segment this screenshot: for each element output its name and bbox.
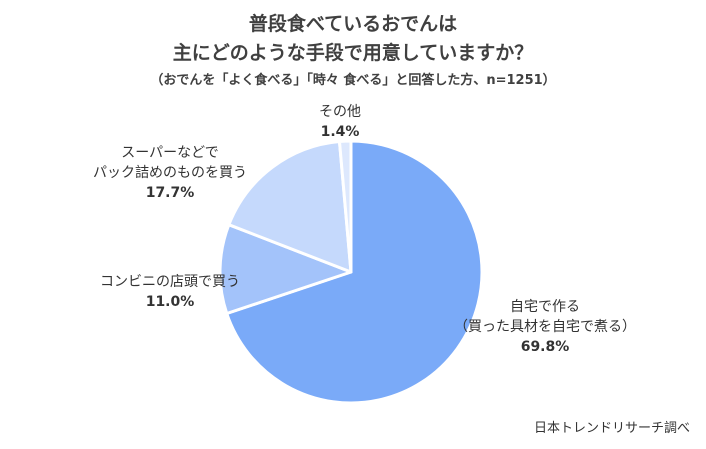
pie-slice-supermarket [227, 140, 353, 274]
slice-label-home-made: 自宅で作る （買った具材を自宅で煮る） 69.8% [430, 297, 660, 357]
slice-label-home-made-line-2: （買った具材を自宅で煮る） [454, 319, 636, 335]
slice-label-convenience-store-line-1: コンビニの店頭で買う [100, 274, 240, 290]
pie-slice-convenience-store [218, 223, 353, 315]
pie-slice-other [337, 139, 353, 274]
slice-label-home-made-line-1: 自宅で作る [510, 299, 580, 315]
slice-label-supermarket-line-2: パック詰めのものを買う [93, 165, 247, 181]
slice-value-supermarket: 17.7% [145, 185, 195, 201]
chart-title-line-1: 普段食べているおでんは [248, 13, 458, 35]
slice-label-supermarket: スーパーなどで パック詰めのものを買う 17.7% [70, 143, 270, 203]
slice-value-convenience-store: 11.0% [145, 294, 195, 310]
slice-value-home-made: 69.8% [520, 339, 570, 355]
pie-slice-home-made [225, 139, 484, 405]
chart-subtitle: （おでんを「よく食べる」「時々 食べる」と回答した方、n=1251） [150, 73, 556, 88]
chart-title-line-2: 主にどのような手段で用意していますか？ [172, 42, 534, 64]
slice-label-convenience-store: コンビニの店頭で買う 11.0% [80, 272, 260, 312]
source-note: 日本トレンドリサーチ調べ [533, 421, 690, 436]
slice-label-other-line-1: その他 [319, 104, 361, 120]
slice-value-other: 1.4% [320, 124, 360, 140]
slice-label-other: その他 1.4% [300, 102, 380, 142]
slice-label-supermarket-line-1: スーパーなどで [121, 145, 219, 161]
